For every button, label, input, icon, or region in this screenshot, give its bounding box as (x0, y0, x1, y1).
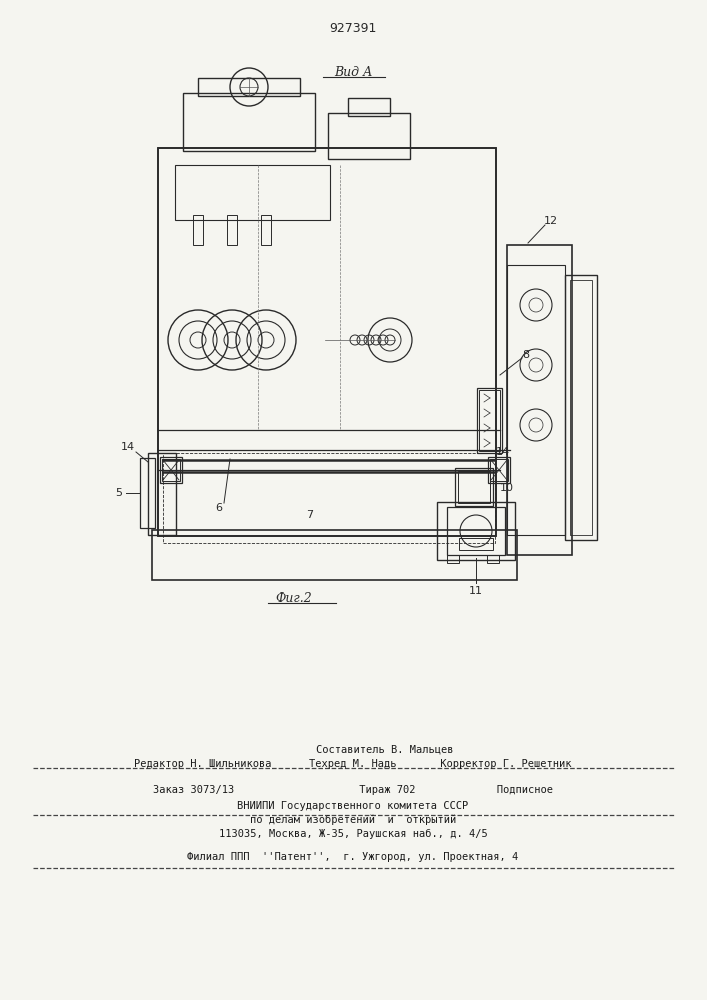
Bar (227, 215, 237, 245)
Bar (477, 388, 502, 453)
Text: по делам изобретений  и  открытий: по делам изобретений и открытий (250, 815, 456, 825)
Bar (348, 98, 390, 116)
Bar (570, 280, 592, 535)
Bar (479, 390, 500, 451)
Bar (507, 245, 572, 555)
Bar (175, 165, 330, 220)
Bar (198, 78, 300, 96)
Text: Вид А: Вид А (334, 66, 373, 79)
Bar (152, 530, 517, 580)
Bar (565, 275, 597, 540)
Text: 113035, Москва, Ж-35, Раушская наб., д. 4/5: 113035, Москва, Ж-35, Раушская наб., д. … (218, 829, 487, 839)
Bar (183, 93, 315, 151)
Bar (507, 265, 565, 535)
Bar (328, 113, 410, 159)
Text: ВНИИПИ Государственного комитета СССР: ВНИИПИ Государственного комитета СССР (238, 801, 469, 811)
Text: Редактор Н. Шильникова      Техред М. Надь       Корректор Г. Решетник: Редактор Н. Шильникова Техред М. Надь Ко… (134, 759, 572, 769)
Bar (158, 148, 496, 536)
Text: 8: 8 (522, 350, 530, 360)
Bar (163, 453, 495, 543)
Text: Заказ 3073/13                    Тираж 702             Подписное: Заказ 3073/13 Тираж 702 Подписное (153, 785, 553, 795)
Bar (437, 502, 515, 560)
Text: 11: 11 (469, 586, 483, 596)
Bar (158, 148, 496, 536)
Text: Составитель В. Мальцев: Составитель В. Мальцев (316, 745, 454, 755)
Text: 6: 6 (216, 503, 223, 513)
Bar (148, 453, 176, 535)
Bar (160, 457, 182, 483)
Bar (447, 507, 505, 555)
Text: 5: 5 (115, 488, 122, 498)
Bar (261, 215, 271, 245)
Text: 12: 12 (544, 216, 558, 226)
Bar (490, 459, 508, 481)
Bar (459, 538, 493, 550)
Bar (447, 555, 459, 563)
Text: Фиг.2: Фиг.2 (276, 591, 312, 604)
Text: Филиал ППП  ''Патент'',  г. Ужгород, ул. Проектная, 4: Филиал ППП ''Патент'', г. Ужгород, ул. П… (187, 852, 519, 862)
Bar (455, 468, 493, 506)
Bar (487, 555, 499, 563)
Text: 7: 7 (306, 510, 314, 520)
Bar (488, 457, 510, 483)
Bar (193, 215, 203, 245)
Bar (162, 459, 180, 481)
Text: 14: 14 (496, 447, 510, 457)
Bar (140, 458, 155, 528)
Text: 10: 10 (500, 483, 514, 493)
Bar (458, 471, 490, 503)
Text: 927391: 927391 (329, 21, 377, 34)
Text: 14: 14 (121, 442, 135, 452)
